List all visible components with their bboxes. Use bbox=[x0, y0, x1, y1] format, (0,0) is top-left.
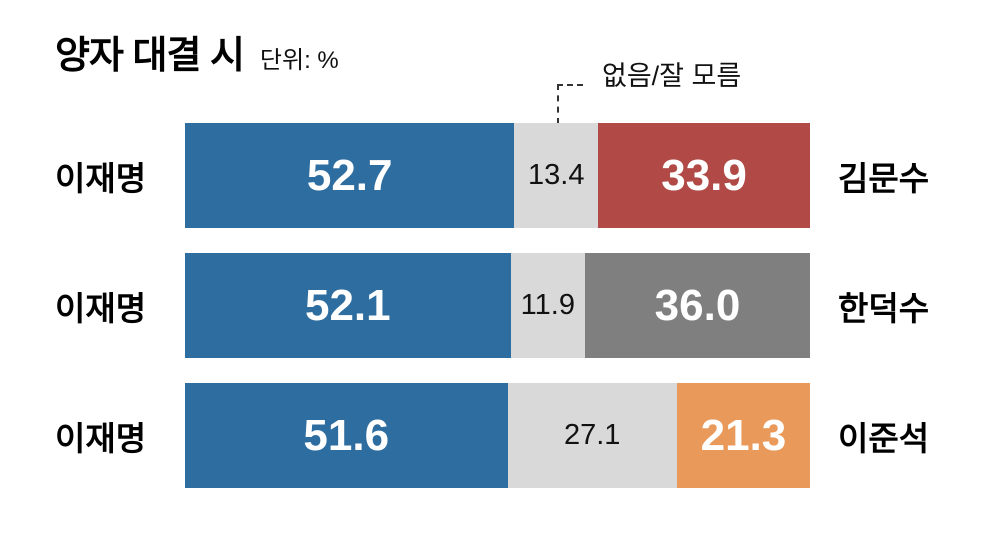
bar-segment-undecided: 11.9 bbox=[510, 253, 585, 358]
left-candidate-label: 이재명 bbox=[55, 419, 147, 457]
stacked-bar: 51.6 27.1 21.3 bbox=[185, 383, 810, 488]
bar-segment-lee-jae-myung: 52.7 bbox=[185, 123, 515, 228]
bar-segment-lee-jae-myung: 52.1 bbox=[185, 253, 511, 358]
bar-segment-undecided: 13.4 bbox=[514, 123, 599, 228]
unit-label: 단위: % bbox=[259, 47, 339, 74]
chart-title: 양자 대결 시 bbox=[55, 35, 245, 77]
legend-label: 없음/잘 모름 bbox=[602, 61, 742, 91]
right-candidate-label: 한덕수 bbox=[838, 289, 930, 327]
segment-value: 36.0 bbox=[654, 280, 741, 330]
right-candidate-label: 이준석 bbox=[838, 419, 930, 457]
bar-segment-undecided: 27.1 bbox=[507, 383, 677, 488]
legend-dashed-connector-line bbox=[557, 84, 583, 124]
bar-segment-lee-jae-myung: 51.6 bbox=[185, 383, 508, 488]
left-candidate-label: 이재명 bbox=[55, 159, 147, 197]
bar-rows: 이재명 52.7 13.4 33.9 김문수 이재명 52.1 bbox=[0, 123, 1000, 513]
segment-value: 51.6 bbox=[303, 410, 390, 460]
segment-value: 52.7 bbox=[306, 150, 393, 200]
segment-value: 27.1 bbox=[563, 419, 621, 451]
bar-row-kim-moon-soo: 이재명 52.7 13.4 33.9 김문수 bbox=[0, 123, 1000, 228]
chart-header: 양자 대결 시 단위: % bbox=[55, 24, 339, 79]
stacked-bar: 52.7 13.4 33.9 bbox=[185, 123, 810, 228]
segment-value: 52.1 bbox=[304, 280, 391, 330]
right-candidate-label: 김문수 bbox=[838, 159, 930, 197]
bar-row-han-duck-soo: 이재명 52.1 11.9 36.0 한덕수 bbox=[0, 253, 1000, 358]
bar-segment-kim-moon-soo: 33.9 bbox=[598, 123, 810, 228]
segment-value: 21.3 bbox=[700, 410, 787, 460]
bar-segment-han-duck-soo: 36.0 bbox=[585, 253, 810, 358]
bar-row-lee-jun-seok: 이재명 51.6 27.1 21.3 이준석 bbox=[0, 383, 1000, 488]
bar-segment-lee-jun-seok: 21.3 bbox=[676, 383, 810, 488]
segment-value: 13.4 bbox=[528, 159, 585, 191]
left-candidate-label: 이재명 bbox=[55, 289, 147, 327]
segment-value: 33.9 bbox=[661, 150, 747, 200]
segment-value: 11.9 bbox=[520, 289, 575, 321]
stacked-bar: 52.1 11.9 36.0 bbox=[185, 253, 810, 358]
